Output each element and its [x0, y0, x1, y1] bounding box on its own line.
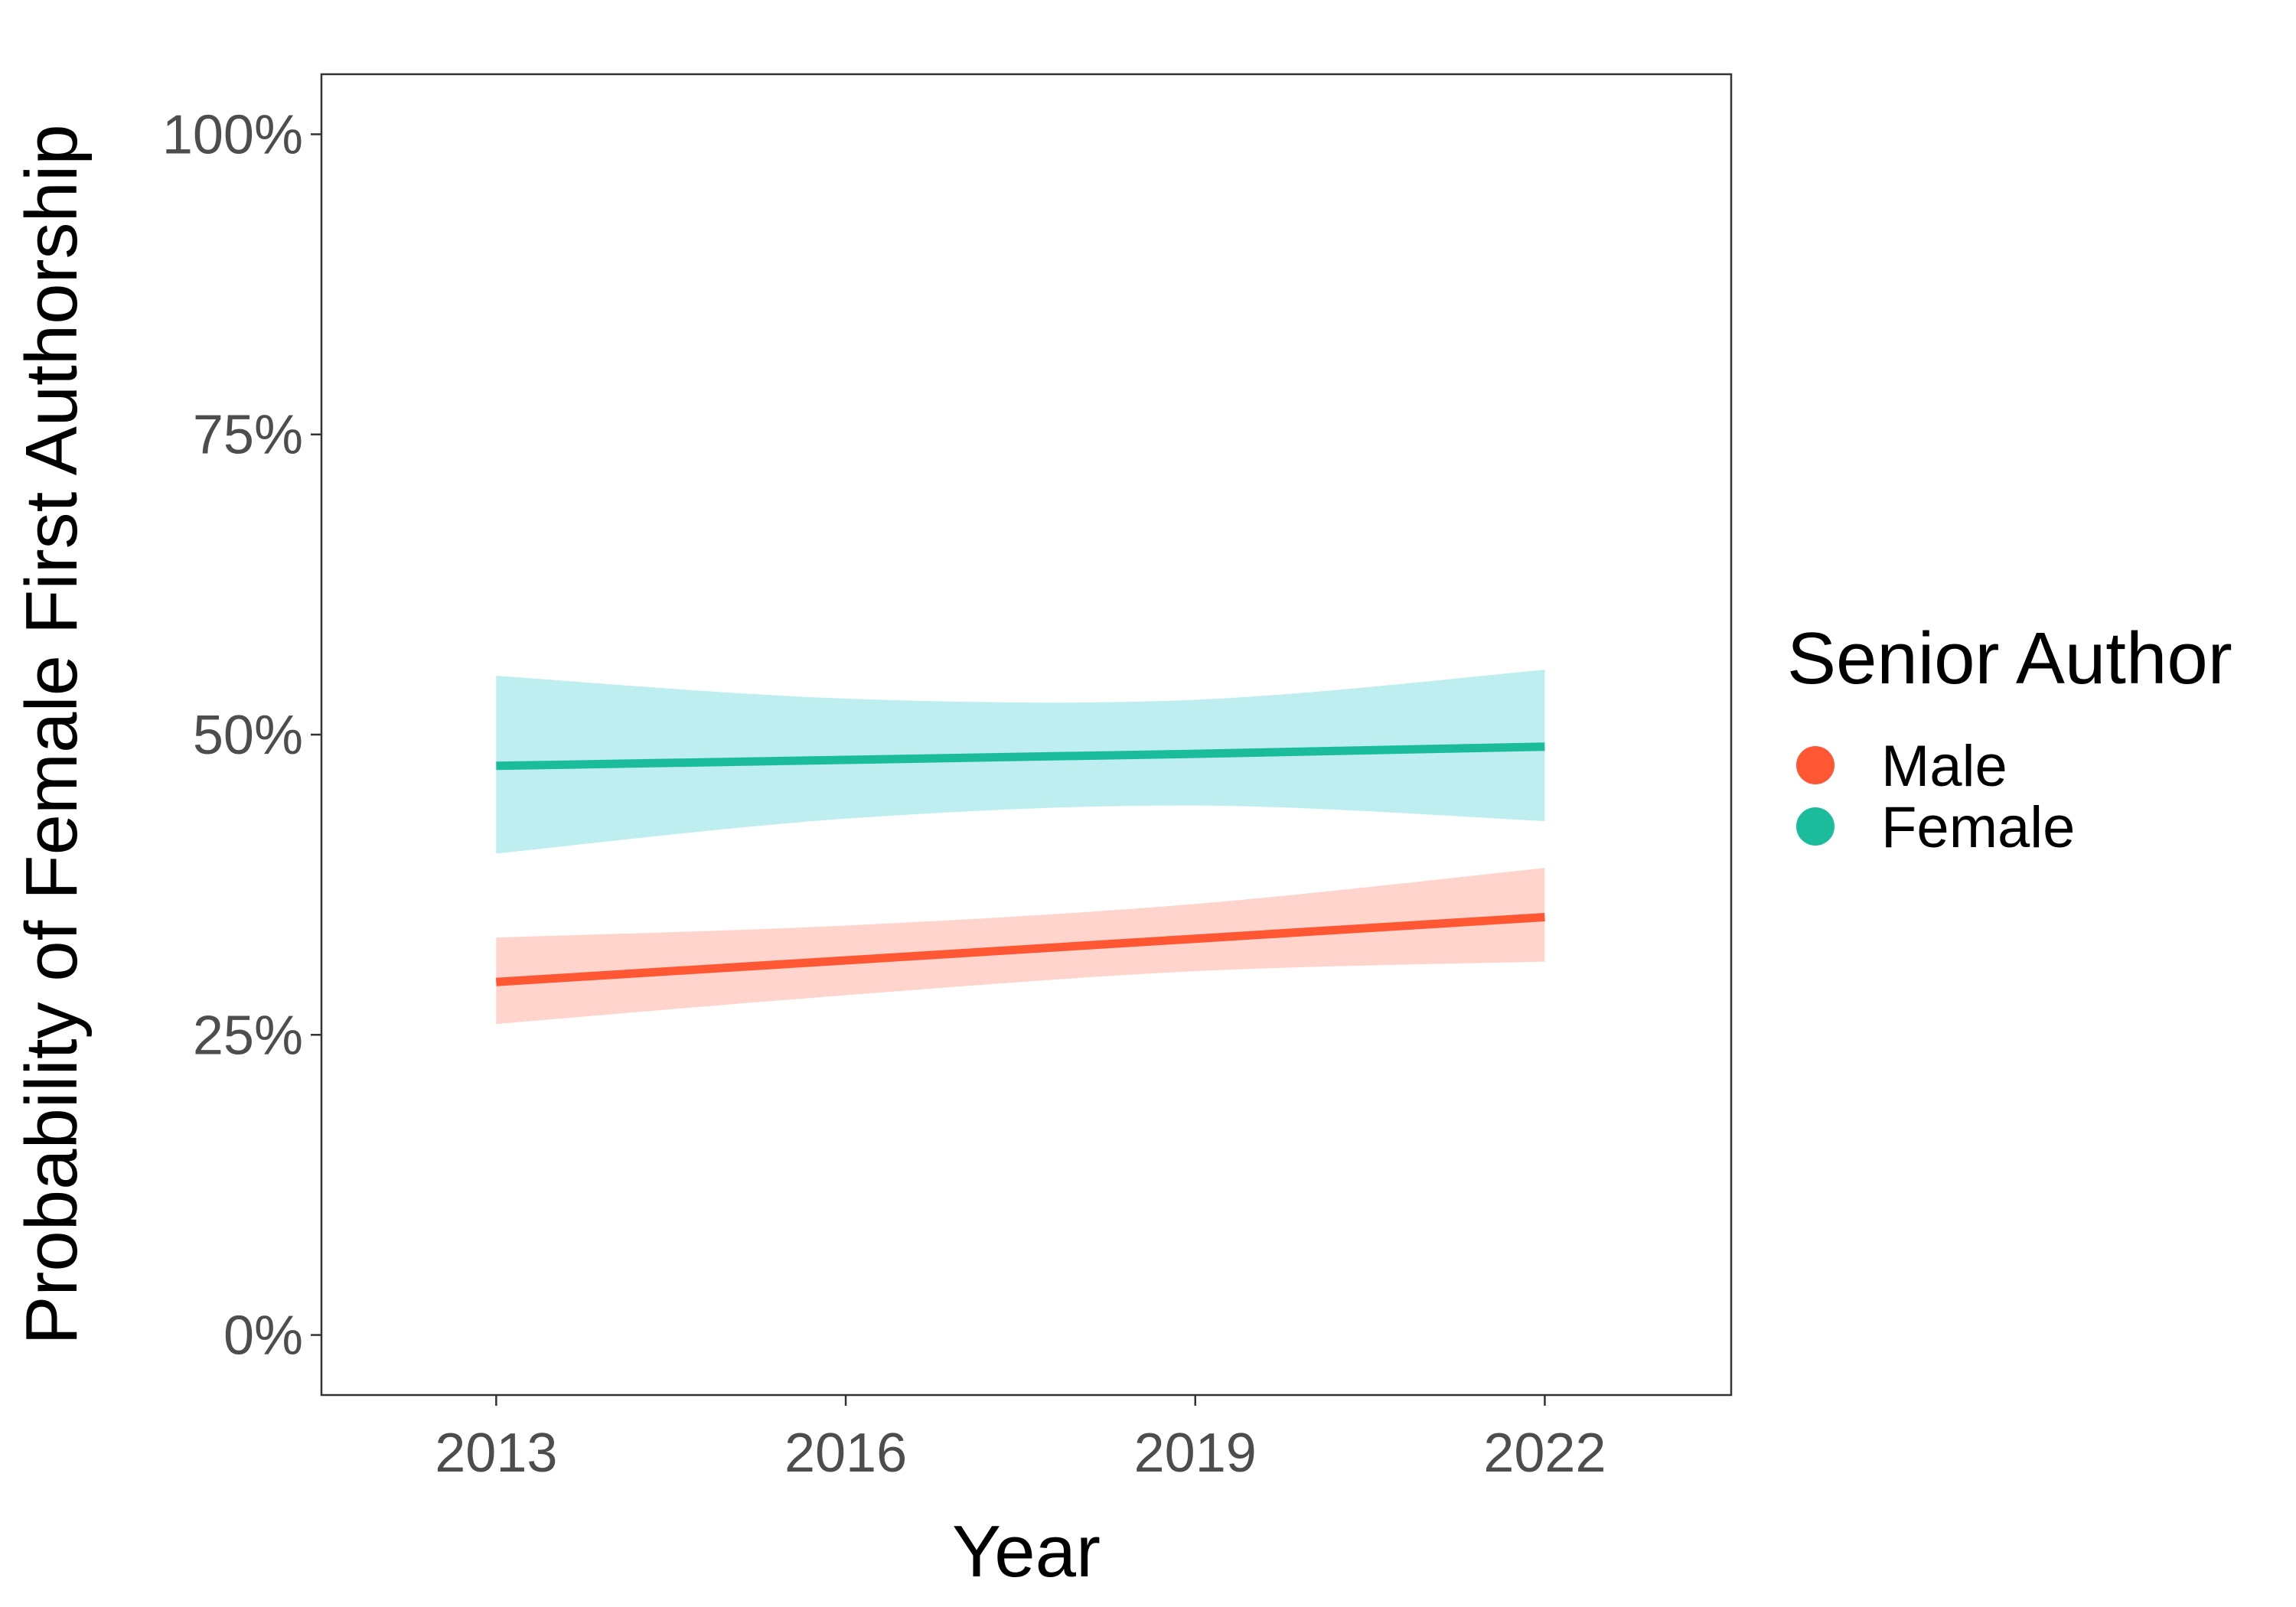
x-axis: 2013 2016 2019 2022: [435, 1395, 1606, 1484]
y-tick-label: 25%: [193, 1005, 303, 1066]
line-female: [496, 742, 1545, 771]
legend-title: Senior Author: [1787, 618, 2232, 699]
y-axis-title: Probability of Female First Authorship: [11, 124, 93, 1345]
legend-key-female: [1796, 807, 1835, 846]
legend-label-male: Male: [1881, 734, 2007, 799]
line-male: [495, 913, 1545, 986]
ribbon-female: [496, 670, 1545, 854]
y-tick-label: 100%: [162, 104, 303, 165]
x-tick-label: 2019: [1134, 1423, 1257, 1484]
x-axis-title: Year: [952, 1511, 1101, 1592]
x-tick-label: 2022: [1483, 1423, 1606, 1484]
y-axis: 0% 25% 50% 75% 100%: [162, 104, 321, 1367]
legend-key-male: [1796, 746, 1835, 784]
y-tick-label: 50%: [193, 705, 303, 766]
x-tick-label: 2013: [435, 1423, 557, 1484]
y-tick-label: 0%: [223, 1305, 303, 1367]
y-tick-label: 75%: [193, 405, 303, 466]
x-tick-label: 2016: [784, 1423, 907, 1484]
series-lines: [495, 742, 1545, 986]
legend-label-female: Female: [1881, 795, 2075, 860]
